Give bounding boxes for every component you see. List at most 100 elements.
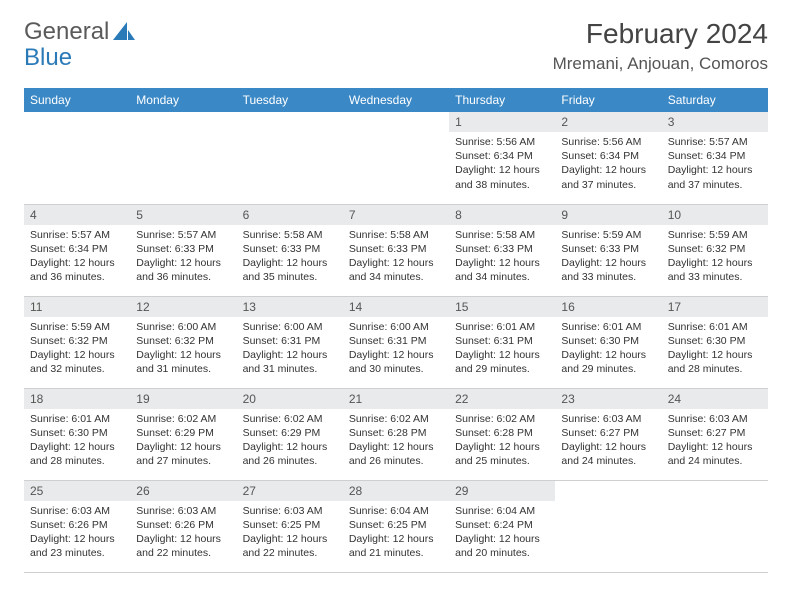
day-number: 16 — [555, 297, 661, 317]
day-number: 7 — [343, 205, 449, 225]
day-number: 15 — [449, 297, 555, 317]
day-number: 1 — [449, 112, 555, 132]
day-number: 21 — [343, 389, 449, 409]
day-details: Sunrise: 6:02 AMSunset: 6:28 PMDaylight:… — [343, 409, 449, 475]
calendar-cell: 15Sunrise: 6:01 AMSunset: 6:31 PMDayligh… — [449, 296, 555, 388]
day-details: Sunrise: 6:03 AMSunset: 6:25 PMDaylight:… — [237, 501, 343, 567]
day-details: Sunrise: 6:02 AMSunset: 6:28 PMDaylight:… — [449, 409, 555, 475]
day-number: 10 — [662, 205, 768, 225]
calendar-cell: 8Sunrise: 5:58 AMSunset: 6:33 PMDaylight… — [449, 204, 555, 296]
calendar-cell: 17Sunrise: 6:01 AMSunset: 6:30 PMDayligh… — [662, 296, 768, 388]
calendar-week-row: 1Sunrise: 5:56 AMSunset: 6:34 PMDaylight… — [24, 112, 768, 204]
day-number: 25 — [24, 481, 130, 501]
day-header: Saturday — [662, 88, 768, 112]
day-number: 13 — [237, 297, 343, 317]
day-details: Sunrise: 5:59 AMSunset: 6:33 PMDaylight:… — [555, 225, 661, 291]
day-number: 18 — [24, 389, 130, 409]
calendar-cell: 22Sunrise: 6:02 AMSunset: 6:28 PMDayligh… — [449, 388, 555, 480]
calendar-cell: 5Sunrise: 5:57 AMSunset: 6:33 PMDaylight… — [130, 204, 236, 296]
day-details: Sunrise: 6:01 AMSunset: 6:30 PMDaylight:… — [555, 317, 661, 383]
day-header: Friday — [555, 88, 661, 112]
calendar-cell: 19Sunrise: 6:02 AMSunset: 6:29 PMDayligh… — [130, 388, 236, 480]
calendar-cell — [24, 112, 130, 204]
location-subtitle: Mremani, Anjouan, Comoros — [553, 54, 768, 74]
calendar-head: SundayMondayTuesdayWednesdayThursdayFrid… — [24, 88, 768, 112]
day-details: Sunrise: 6:03 AMSunset: 6:27 PMDaylight:… — [555, 409, 661, 475]
day-number: 14 — [343, 297, 449, 317]
calendar-cell: 18Sunrise: 6:01 AMSunset: 6:30 PMDayligh… — [24, 388, 130, 480]
day-number: 28 — [343, 481, 449, 501]
calendar-cell: 29Sunrise: 6:04 AMSunset: 6:24 PMDayligh… — [449, 480, 555, 572]
calendar-cell: 14Sunrise: 6:00 AMSunset: 6:31 PMDayligh… — [343, 296, 449, 388]
day-number: 11 — [24, 297, 130, 317]
calendar-cell — [130, 112, 236, 204]
calendar-cell: 16Sunrise: 6:01 AMSunset: 6:30 PMDayligh… — [555, 296, 661, 388]
day-details: Sunrise: 6:01 AMSunset: 6:30 PMDaylight:… — [662, 317, 768, 383]
day-details: Sunrise: 5:58 AMSunset: 6:33 PMDaylight:… — [343, 225, 449, 291]
day-header: Monday — [130, 88, 236, 112]
calendar-cell — [343, 112, 449, 204]
day-details: Sunrise: 6:01 AMSunset: 6:30 PMDaylight:… — [24, 409, 130, 475]
day-number: 20 — [237, 389, 343, 409]
day-details: Sunrise: 5:58 AMSunset: 6:33 PMDaylight:… — [449, 225, 555, 291]
day-details: Sunrise: 6:02 AMSunset: 6:29 PMDaylight:… — [130, 409, 236, 475]
day-number: 17 — [662, 297, 768, 317]
calendar-cell: 26Sunrise: 6:03 AMSunset: 6:26 PMDayligh… — [130, 480, 236, 572]
calendar-table: SundayMondayTuesdayWednesdayThursdayFrid… — [24, 88, 768, 573]
calendar-cell: 28Sunrise: 6:04 AMSunset: 6:25 PMDayligh… — [343, 480, 449, 572]
day-header: Tuesday — [237, 88, 343, 112]
day-number: 9 — [555, 205, 661, 225]
day-details: Sunrise: 6:00 AMSunset: 6:32 PMDaylight:… — [130, 317, 236, 383]
day-number: 19 — [130, 389, 236, 409]
day-number: 27 — [237, 481, 343, 501]
day-details: Sunrise: 5:59 AMSunset: 6:32 PMDaylight:… — [24, 317, 130, 383]
day-number: 26 — [130, 481, 236, 501]
day-details: Sunrise: 5:56 AMSunset: 6:34 PMDaylight:… — [555, 132, 661, 198]
calendar-cell: 24Sunrise: 6:03 AMSunset: 6:27 PMDayligh… — [662, 388, 768, 480]
day-details: Sunrise: 6:00 AMSunset: 6:31 PMDaylight:… — [343, 317, 449, 383]
day-details: Sunrise: 5:57 AMSunset: 6:34 PMDaylight:… — [24, 225, 130, 291]
day-details: Sunrise: 6:03 AMSunset: 6:26 PMDaylight:… — [24, 501, 130, 567]
calendar-week-row: 25Sunrise: 6:03 AMSunset: 6:26 PMDayligh… — [24, 480, 768, 572]
calendar-body: 1Sunrise: 5:56 AMSunset: 6:34 PMDaylight… — [24, 112, 768, 572]
calendar-week-row: 4Sunrise: 5:57 AMSunset: 6:34 PMDaylight… — [24, 204, 768, 296]
day-details: Sunrise: 6:04 AMSunset: 6:25 PMDaylight:… — [343, 501, 449, 567]
page-header: General February 2024 Mremani, Anjouan, … — [24, 18, 768, 74]
calendar-cell: 21Sunrise: 6:02 AMSunset: 6:28 PMDayligh… — [343, 388, 449, 480]
calendar-cell — [662, 480, 768, 572]
day-details: Sunrise: 5:56 AMSunset: 6:34 PMDaylight:… — [449, 132, 555, 198]
calendar-cell: 10Sunrise: 5:59 AMSunset: 6:32 PMDayligh… — [662, 204, 768, 296]
day-details: Sunrise: 6:01 AMSunset: 6:31 PMDaylight:… — [449, 317, 555, 383]
logo: General — [24, 18, 135, 46]
calendar-cell: 27Sunrise: 6:03 AMSunset: 6:25 PMDayligh… — [237, 480, 343, 572]
day-details: Sunrise: 6:03 AMSunset: 6:27 PMDaylight:… — [662, 409, 768, 475]
day-details: Sunrise: 5:59 AMSunset: 6:32 PMDaylight:… — [662, 225, 768, 291]
calendar-cell: 7Sunrise: 5:58 AMSunset: 6:33 PMDaylight… — [343, 204, 449, 296]
day-number: 5 — [130, 205, 236, 225]
day-header-row: SundayMondayTuesdayWednesdayThursdayFrid… — [24, 88, 768, 112]
day-header: Wednesday — [343, 88, 449, 112]
day-details: Sunrise: 6:02 AMSunset: 6:29 PMDaylight:… — [237, 409, 343, 475]
logo-word-2: Blue — [24, 44, 72, 72]
calendar-cell: 3Sunrise: 5:57 AMSunset: 6:34 PMDaylight… — [662, 112, 768, 204]
calendar-cell: 25Sunrise: 6:03 AMSunset: 6:26 PMDayligh… — [24, 480, 130, 572]
day-number: 6 — [237, 205, 343, 225]
day-details: Sunrise: 5:58 AMSunset: 6:33 PMDaylight:… — [237, 225, 343, 291]
calendar-cell: 11Sunrise: 5:59 AMSunset: 6:32 PMDayligh… — [24, 296, 130, 388]
day-header: Thursday — [449, 88, 555, 112]
title-block: February 2024 Mremani, Anjouan, Comoros — [553, 18, 768, 74]
month-title: February 2024 — [553, 18, 768, 50]
calendar-cell: 9Sunrise: 5:59 AMSunset: 6:33 PMDaylight… — [555, 204, 661, 296]
day-number: 29 — [449, 481, 555, 501]
day-details: Sunrise: 5:57 AMSunset: 6:34 PMDaylight:… — [662, 132, 768, 198]
day-number: 3 — [662, 112, 768, 132]
day-number: 12 — [130, 297, 236, 317]
calendar-cell: 2Sunrise: 5:56 AMSunset: 6:34 PMDaylight… — [555, 112, 661, 204]
day-number: 23 — [555, 389, 661, 409]
day-details: Sunrise: 5:57 AMSunset: 6:33 PMDaylight:… — [130, 225, 236, 291]
calendar-week-row: 18Sunrise: 6:01 AMSunset: 6:30 PMDayligh… — [24, 388, 768, 480]
day-number: 4 — [24, 205, 130, 225]
calendar-cell: 6Sunrise: 5:58 AMSunset: 6:33 PMDaylight… — [237, 204, 343, 296]
calendar-cell: 4Sunrise: 5:57 AMSunset: 6:34 PMDaylight… — [24, 204, 130, 296]
calendar-cell: 12Sunrise: 6:00 AMSunset: 6:32 PMDayligh… — [130, 296, 236, 388]
